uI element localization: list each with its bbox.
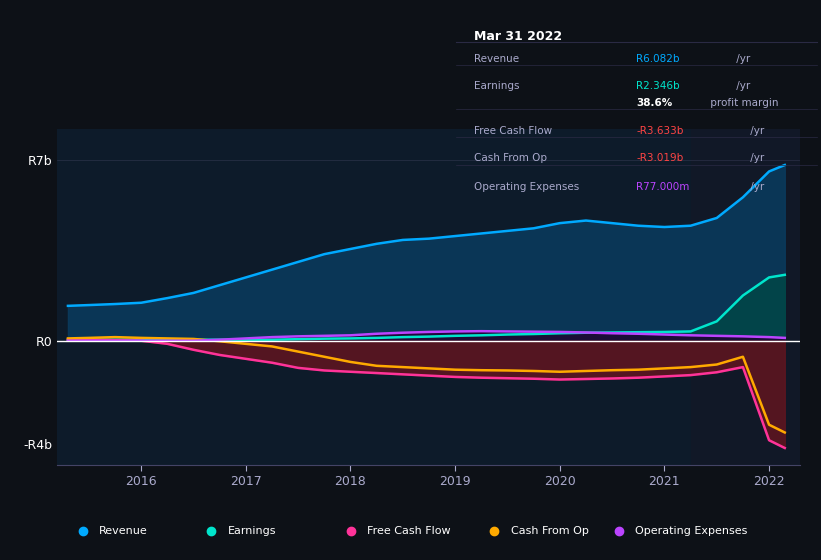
- Text: /yr: /yr: [733, 54, 750, 64]
- Text: 38.6%: 38.6%: [636, 98, 672, 108]
- Text: Operating Expenses: Operating Expenses: [635, 526, 748, 535]
- Text: /yr: /yr: [747, 182, 764, 192]
- Text: Free Cash Flow: Free Cash Flow: [474, 126, 552, 136]
- Text: Cash From Op: Cash From Op: [511, 526, 589, 535]
- Text: R77.000m: R77.000m: [636, 182, 690, 192]
- Text: R6.082b: R6.082b: [636, 54, 680, 64]
- Text: Earnings: Earnings: [474, 81, 519, 91]
- Bar: [690, 129, 821, 465]
- Text: -R3.019b: -R3.019b: [636, 153, 684, 163]
- Text: Cash From Op: Cash From Op: [474, 153, 547, 163]
- Text: Revenue: Revenue: [474, 54, 519, 64]
- Text: R2.346b: R2.346b: [636, 81, 680, 91]
- Text: Revenue: Revenue: [99, 526, 148, 535]
- Text: Operating Expenses: Operating Expenses: [474, 182, 579, 192]
- Text: Mar 31 2022: Mar 31 2022: [474, 30, 562, 43]
- Text: /yr: /yr: [747, 126, 764, 136]
- Text: -R3.633b: -R3.633b: [636, 126, 684, 136]
- Text: profit margin: profit margin: [707, 98, 778, 108]
- Text: Free Cash Flow: Free Cash Flow: [367, 526, 451, 535]
- Text: /yr: /yr: [747, 153, 764, 163]
- Text: Earnings: Earnings: [227, 526, 276, 535]
- Text: /yr: /yr: [733, 81, 750, 91]
